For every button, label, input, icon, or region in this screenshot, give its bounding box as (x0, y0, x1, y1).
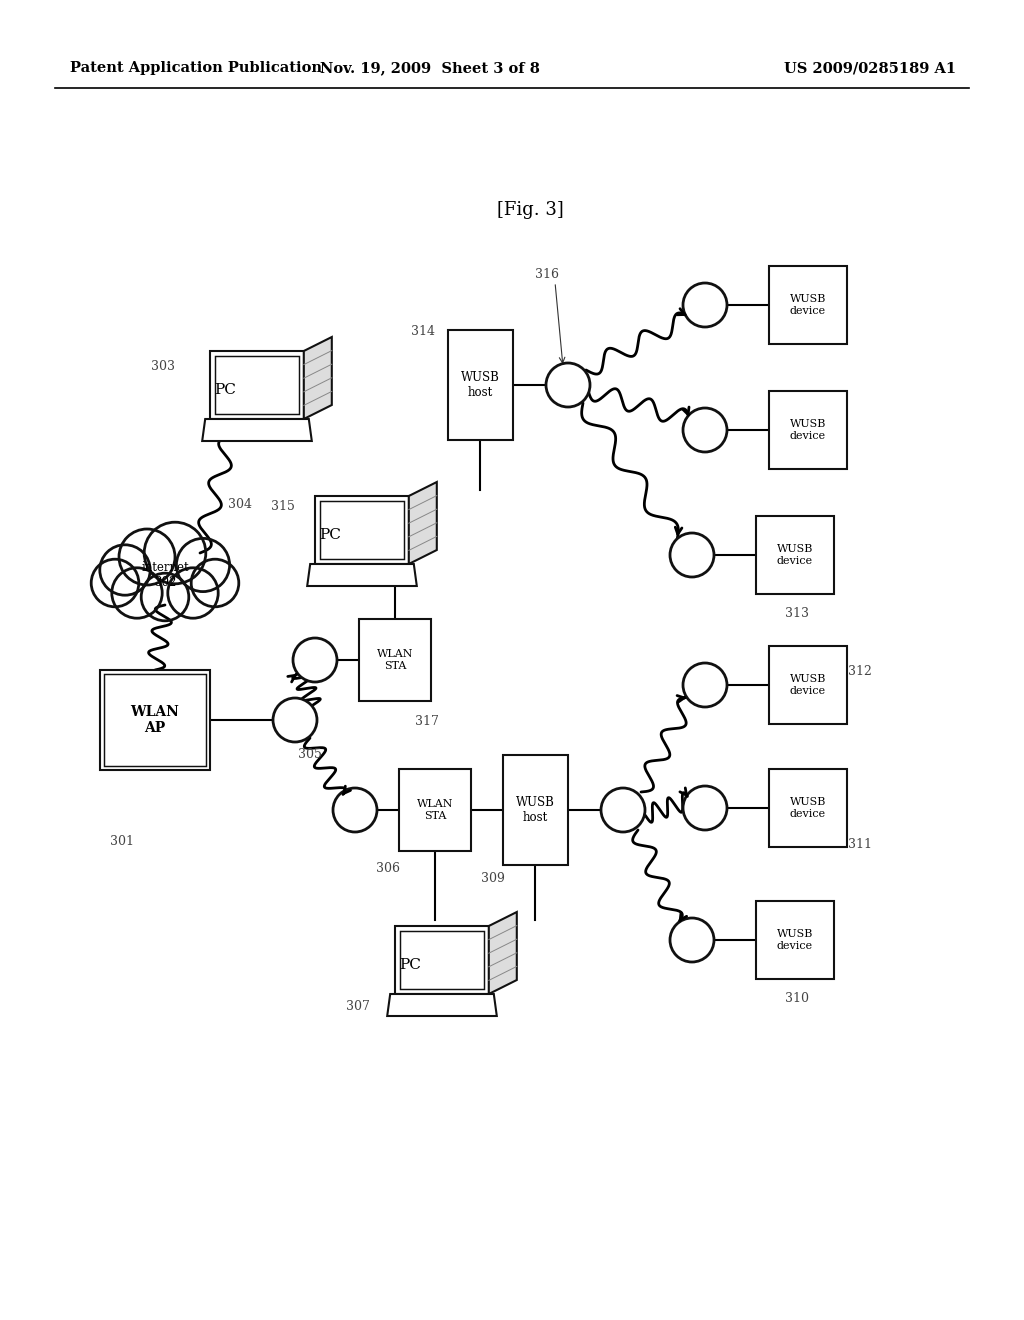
Text: Nov. 19, 2009  Sheet 3 of 8: Nov. 19, 2009 Sheet 3 of 8 (321, 61, 540, 75)
Circle shape (683, 408, 727, 451)
Text: WUSB
device: WUSB device (790, 294, 826, 315)
Polygon shape (202, 418, 311, 441)
Polygon shape (307, 564, 417, 586)
Text: WLAN
STA: WLAN STA (417, 799, 454, 821)
Text: 306: 306 (376, 862, 400, 875)
Bar (100, 671, 210, 770)
Text: WUSB
device: WUSB device (790, 420, 826, 441)
Text: WUSB
device: WUSB device (777, 929, 813, 950)
Text: Patent Application Publication: Patent Application Publication (70, 61, 322, 75)
Circle shape (293, 638, 337, 682)
Bar (769, 267, 847, 345)
Circle shape (683, 785, 727, 830)
Text: 310: 310 (785, 993, 809, 1005)
Circle shape (273, 698, 317, 742)
Text: internet
302: internet 302 (141, 561, 188, 589)
Text: 316: 316 (535, 268, 559, 281)
Polygon shape (387, 994, 497, 1016)
Text: 305: 305 (298, 748, 322, 762)
Circle shape (99, 545, 151, 595)
Circle shape (683, 282, 727, 327)
Circle shape (176, 539, 229, 591)
Text: WUSB
device: WUSB device (790, 797, 826, 818)
Bar (359, 619, 431, 701)
Text: PC: PC (319, 528, 341, 543)
Text: WLAN
AP: WLAN AP (131, 705, 179, 735)
Bar (503, 755, 567, 865)
Bar (104, 675, 206, 766)
Text: [Fig. 3]: [Fig. 3] (497, 201, 563, 219)
Polygon shape (304, 337, 332, 418)
Text: WUSB
device: WUSB device (777, 544, 813, 566)
Bar (769, 645, 847, 723)
Circle shape (112, 568, 162, 618)
Bar (769, 391, 847, 469)
Text: 311: 311 (848, 838, 872, 851)
Circle shape (546, 363, 590, 407)
Circle shape (141, 573, 188, 620)
Bar (395, 927, 488, 994)
Text: WLAN
STA: WLAN STA (377, 649, 414, 671)
Text: 317: 317 (415, 715, 439, 729)
Bar (756, 902, 834, 979)
Circle shape (670, 533, 714, 577)
Bar (756, 516, 834, 594)
Circle shape (91, 560, 139, 607)
Text: WUSB
host: WUSB host (515, 796, 554, 824)
Text: 315: 315 (271, 500, 295, 513)
Text: 314: 314 (411, 325, 435, 338)
Text: 304: 304 (228, 498, 252, 511)
Text: 307: 307 (346, 1001, 370, 1012)
Bar (321, 502, 403, 558)
Circle shape (670, 917, 714, 962)
Polygon shape (488, 912, 517, 994)
Bar (400, 931, 483, 989)
Text: 312: 312 (848, 665, 871, 678)
Bar (447, 330, 512, 440)
Bar (210, 351, 304, 418)
Text: 303: 303 (151, 360, 175, 374)
Text: WUSB
host: WUSB host (461, 371, 500, 399)
Bar (215, 356, 299, 414)
Circle shape (191, 560, 239, 607)
Text: 309: 309 (481, 873, 505, 884)
Text: 313: 313 (785, 607, 809, 620)
Polygon shape (409, 482, 437, 564)
Text: WUSB
device: WUSB device (790, 675, 826, 696)
Circle shape (683, 663, 727, 708)
Bar (769, 770, 847, 847)
Circle shape (333, 788, 377, 832)
Text: US 2009/0285189 A1: US 2009/0285189 A1 (784, 61, 956, 75)
Bar (315, 496, 409, 564)
Text: PC: PC (399, 958, 421, 972)
Circle shape (144, 523, 206, 583)
Circle shape (601, 788, 645, 832)
Circle shape (119, 529, 175, 585)
Text: PC: PC (214, 383, 236, 397)
Text: 301: 301 (110, 836, 134, 847)
Bar (399, 770, 471, 851)
Circle shape (168, 568, 218, 618)
